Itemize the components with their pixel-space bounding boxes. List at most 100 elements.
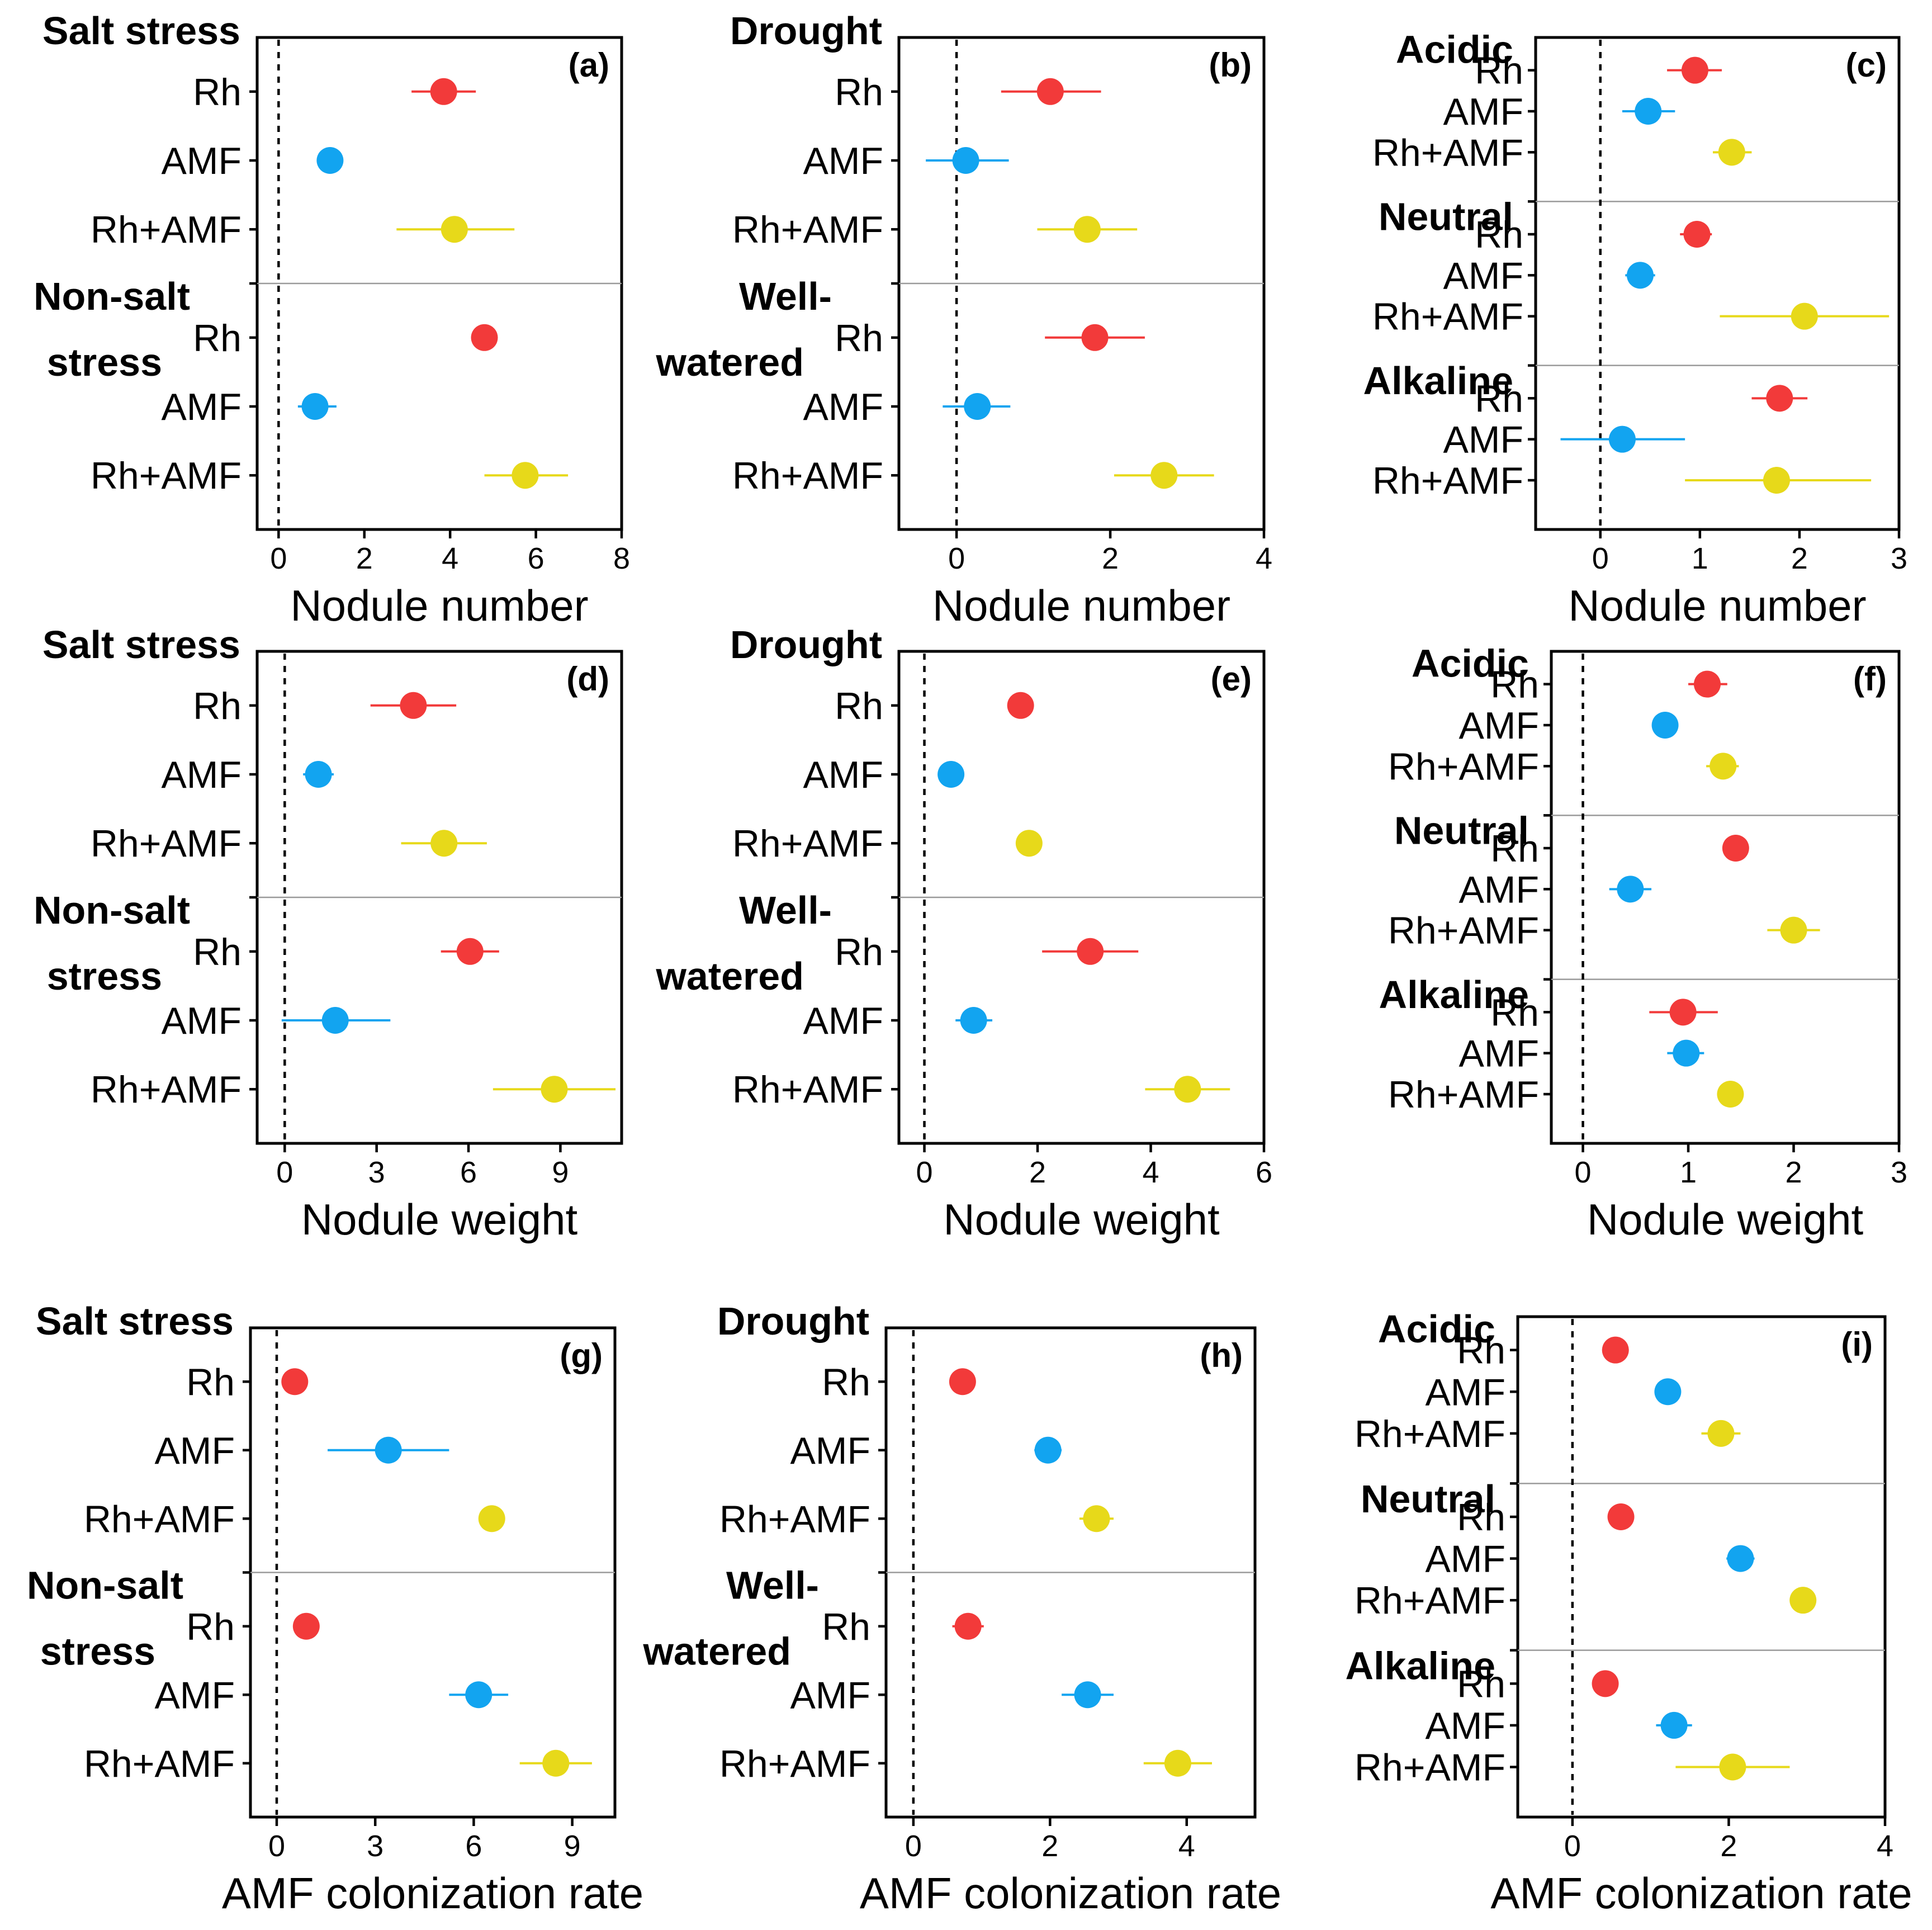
- category-label: Rh+AMF: [84, 1743, 235, 1785]
- mean-point: [954, 1612, 982, 1640]
- category-label: Rh: [835, 71, 883, 113]
- panel-label: (c): [1846, 46, 1887, 84]
- mean-point: [1074, 1681, 1101, 1709]
- category-label: Rh: [835, 931, 883, 973]
- mean-point: [471, 324, 498, 351]
- group-label: Salt stress: [42, 623, 240, 666]
- panel-a: (a) Salt stress Rh AMF Rh+AMF Non-salt stress R…: [34, 9, 630, 630]
- panel-h: (h)DroughtRhAMFRh+AMFWell-wateredRhAMFRh…: [642, 1299, 1281, 1918]
- mean-point: [949, 1368, 976, 1396]
- mean-point: [441, 216, 468, 243]
- category-label: AMF: [790, 1674, 870, 1716]
- panel-label: (e): [1211, 660, 1252, 698]
- category-label: Rh+AMF: [84, 1498, 235, 1540]
- category-label: Rh: [193, 931, 242, 973]
- mean-point: [1164, 1749, 1191, 1777]
- category-label: AMF: [1425, 1538, 1505, 1581]
- mean-point: [1608, 425, 1636, 453]
- plot-frame: [1534, 36, 1901, 531]
- panel-b: (b)DroughtRhAMFRh+AMFWell-wateredRhAMFRh…: [655, 9, 1272, 630]
- mean-point: [1150, 462, 1178, 489]
- mean-point: [1015, 830, 1043, 857]
- mean-point: [1654, 1378, 1682, 1406]
- plot-frame: [1550, 650, 1901, 1145]
- group-label-line: watered: [655, 340, 804, 384]
- category-label: Rh: [1490, 664, 1539, 706]
- category-label: Rh+AMF: [719, 1498, 870, 1540]
- mean-point: [1081, 324, 1109, 351]
- mean-point: [1007, 692, 1034, 719]
- category-label: AMF: [803, 754, 883, 796]
- category-label: Rh+AMF: [91, 455, 242, 497]
- group-label: Acidic: [1412, 641, 1529, 685]
- panel-label: (i): [1841, 1326, 1873, 1363]
- mean-point: [430, 830, 458, 857]
- panel-label: (d): [566, 660, 609, 698]
- mean-point: [1681, 56, 1708, 84]
- category-label: Rh: [1475, 214, 1523, 256]
- x-tick-label: 2: [1041, 1829, 1058, 1863]
- x-tick-label: 0: [948, 542, 965, 575]
- x-tick-label: 2: [1102, 542, 1119, 575]
- group-label-line: stress: [40, 1630, 155, 1673]
- mean-point: [964, 393, 991, 420]
- panel-label: (f): [1853, 660, 1887, 698]
- group-label: Non-salt stress: [27, 1564, 183, 1673]
- mean-point: [1607, 1503, 1635, 1530]
- panel-label: (h): [1200, 1337, 1243, 1374]
- x-tick-label: 1: [1680, 1156, 1697, 1189]
- mean-point: [456, 938, 484, 965]
- mean-point: [1717, 1081, 1744, 1108]
- x-tick-label: 6: [1256, 1156, 1272, 1189]
- mean-point: [1651, 712, 1679, 739]
- mean-point: [305, 761, 332, 788]
- mean-point: [1722, 835, 1749, 862]
- group-label-line: watered: [642, 1630, 791, 1673]
- mean-point: [1635, 98, 1662, 125]
- category-label: Rh+AMF: [1372, 296, 1523, 338]
- x-axis-title: AMF colonization rate: [1490, 1868, 1912, 1918]
- category-label: Rh: [1475, 50, 1523, 92]
- x-tick-label: 9: [564, 1829, 581, 1863]
- category-label: AMF: [803, 140, 883, 182]
- mean-point: [400, 692, 427, 719]
- mean-point: [1766, 385, 1793, 412]
- group-label-line: Well-: [726, 1564, 819, 1607]
- category-label: AMF: [1459, 868, 1539, 911]
- panel-label: (b): [1209, 46, 1252, 84]
- mean-point: [1083, 1505, 1110, 1532]
- panel-d: (d) Salt stress Rh AMF Rh+AMF Non-salt stress R…: [34, 623, 623, 1244]
- panel-label: (a): [569, 46, 609, 84]
- group-label: Drought: [730, 9, 882, 53]
- category-label: Rh+AMF: [732, 822, 883, 865]
- group-label: Well-watered: [655, 888, 832, 998]
- mean-point: [541, 1076, 568, 1103]
- category-label: AMF: [161, 386, 242, 428]
- group-label-line: watered: [655, 954, 804, 998]
- category-label: AMF: [1459, 704, 1539, 747]
- group-label: Well-watered: [655, 275, 832, 384]
- category-label: AMF: [161, 1000, 242, 1042]
- x-tick-label: 2: [1791, 542, 1808, 575]
- category-label: Rh+AMF: [1372, 131, 1523, 174]
- x-axis-title: Nodule number: [932, 581, 1230, 630]
- category-label: Rh+AMF: [91, 822, 242, 865]
- category-label: Rh+AMF: [1372, 460, 1523, 502]
- x-tick-label: 4: [1178, 1829, 1195, 1863]
- category-label: Rh: [1457, 1663, 1505, 1705]
- category-label: Rh+AMF: [91, 209, 242, 251]
- panel-g: (g) Salt stress Rh AMF Rh+AMF Non-salt stress R…: [27, 1299, 643, 1918]
- mean-point: [1617, 876, 1644, 903]
- category-label: AMF: [790, 1430, 870, 1472]
- category-label: Rh+AMF: [719, 1743, 870, 1785]
- x-axis-title: Nodule weight: [943, 1195, 1220, 1244]
- mean-point: [375, 1436, 402, 1464]
- mean-point: [1683, 221, 1711, 248]
- group-label: Drought: [730, 623, 882, 666]
- mean-point: [937, 761, 965, 788]
- panel-c: (c)AcidicRhAMFRh+AMFNeutralRhAMFRh+AMFAl…: [1363, 27, 1907, 630]
- category-label: Rh: [193, 685, 242, 727]
- x-tick-label: 0: [905, 1829, 922, 1863]
- group-label: Neutral: [1394, 809, 1529, 853]
